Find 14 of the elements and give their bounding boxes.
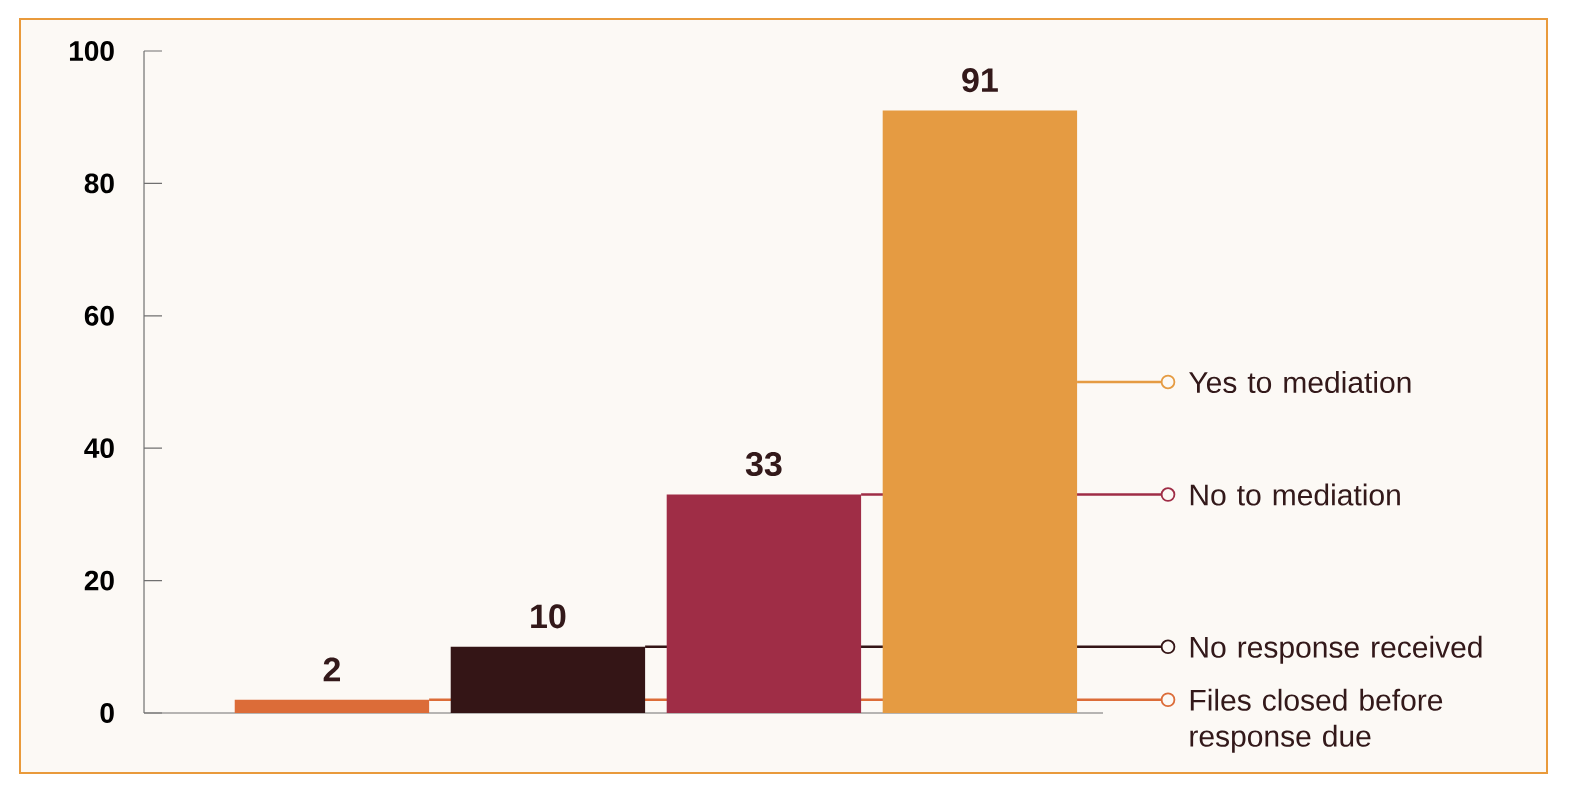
data-label: 2 [323, 657, 340, 682]
data-label: 91 [962, 68, 998, 93]
data-label: 33 [745, 452, 782, 477]
y-tick-label: 40 [84, 438, 114, 459]
y-tick-label: 100 [69, 41, 114, 61]
legend-label: No to mediation [1190, 483, 1400, 506]
y-tick-label: 0 [100, 703, 114, 723]
legend-label: No response received [1190, 635, 1482, 664]
data-label: 10 [531, 604, 566, 629]
y-tick-label: 80 [84, 173, 114, 194]
y-tick-label: 60 [84, 305, 114, 326]
legend-label: Files closed before response due [1190, 688, 1443, 753]
legend-label: Yes to mediation [1189, 371, 1411, 394]
y-tick-label: 20 [84, 570, 114, 591]
